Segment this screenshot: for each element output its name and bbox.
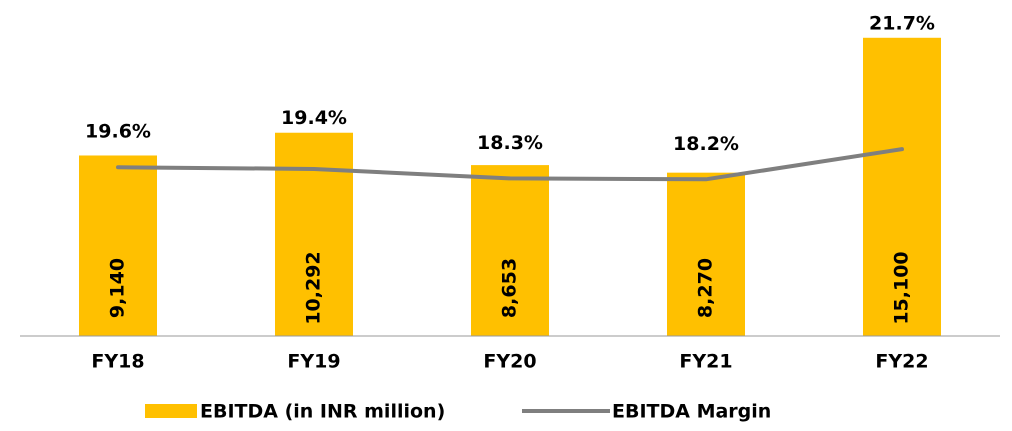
legend-label: EBITDA (in INR million) [200,401,445,423]
bar-value-label: 15,100 [891,251,913,324]
line-value-label: 18.2% [673,133,739,155]
legend-label: EBITDA Margin [612,401,771,423]
line-value-label: 21.7% [869,12,935,34]
bar-value-label: 10,292 [303,251,325,324]
legend-swatch [145,404,197,418]
x-tick-label: FY19 [287,351,340,373]
bar [863,37,941,337]
line-value-label: 19.6% [85,121,151,143]
bar-value-label: 8,270 [695,258,717,318]
x-tick-label: FY21 [679,351,732,373]
bar-value-label: 8,653 [499,258,521,318]
line [116,147,904,182]
bar [667,172,745,336]
bar-value-label: 9,140 [107,258,129,318]
bar [471,165,549,336]
line-value-label: 19.4% [281,107,347,129]
x-tick-label: FY22 [875,351,928,373]
line-value-label: 18.3% [477,132,543,154]
x-tick-label: FY20 [483,351,536,373]
bar [275,132,353,336]
bar [79,155,157,336]
x-tick-label: FY18 [91,351,144,373]
